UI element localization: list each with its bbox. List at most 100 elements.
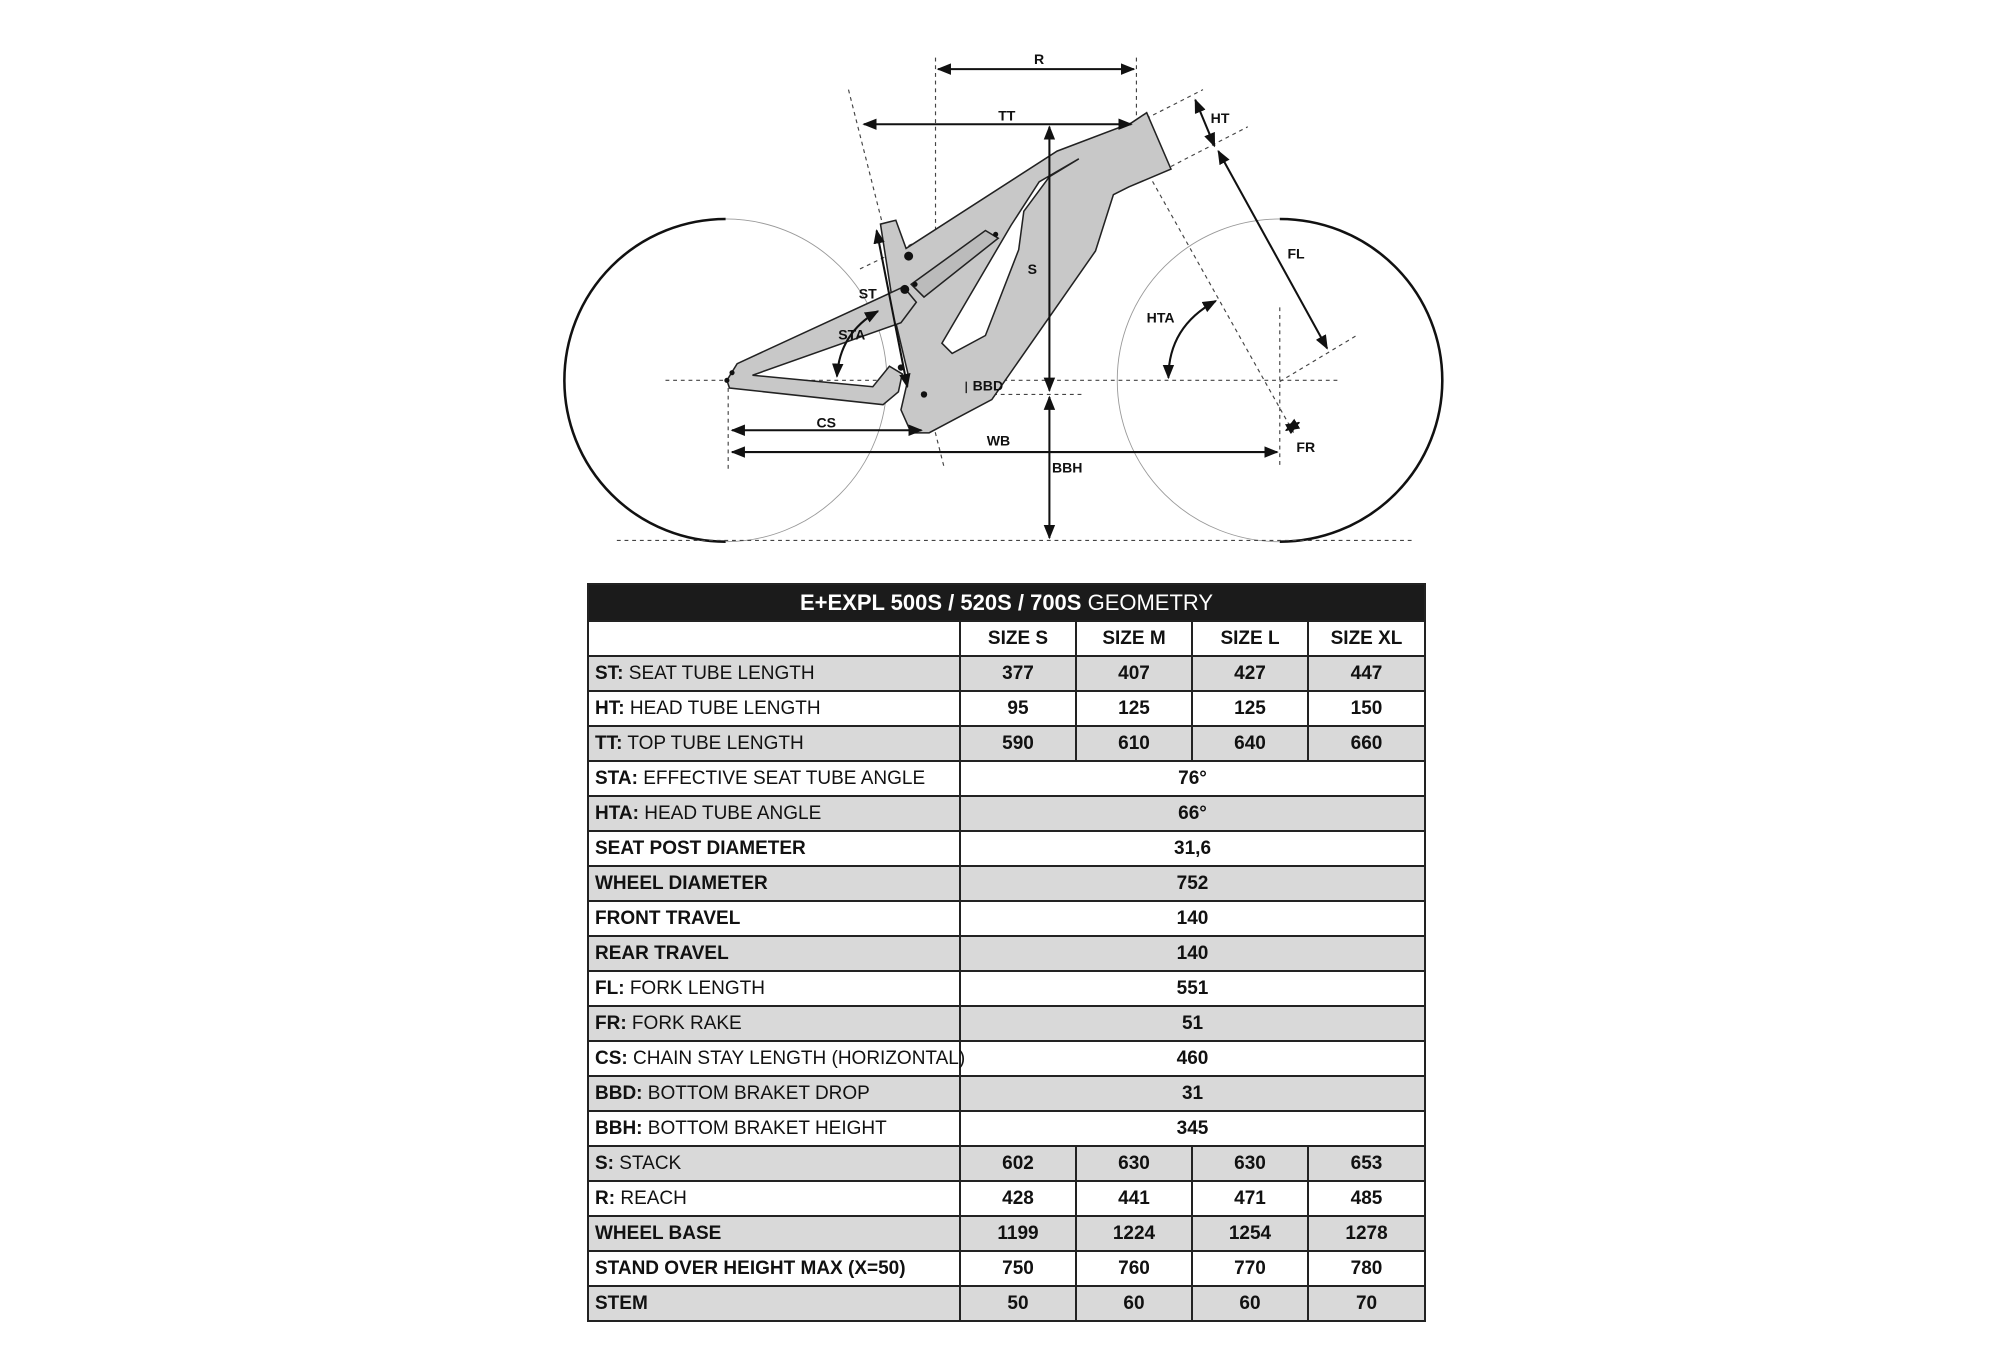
row-label-text: EFFECTIVE SEAT TUBE ANGLE — [637, 767, 926, 789]
row-code: REAR TRAVEL — [595, 942, 729, 964]
row-value: 752 — [958, 865, 1427, 902]
table-row: STA: EFFECTIVE SEAT TUBE ANGLE 76° — [587, 760, 1427, 797]
row-label: HTA: HEAD TUBE ANGLE — [587, 795, 961, 832]
row-label: SEAT POST DIAMETER — [587, 830, 961, 867]
row-code: HT: — [595, 697, 625, 719]
front-wheel — [1116, 217, 1444, 543]
row-value: 630 — [1075, 1145, 1193, 1182]
row-label: TT: TOP TUBE LENGTH — [587, 725, 961, 762]
table-row: R: REACH 428 441 471 485 — [587, 1180, 1427, 1217]
row-value: 1278 — [1306, 1215, 1427, 1252]
row-value: 551 — [958, 970, 1427, 1007]
row-code: STA: — [595, 767, 638, 789]
row-code: WHEEL DIAMETER — [595, 872, 768, 894]
row-label: FR: FORK RAKE — [587, 1005, 961, 1042]
row-value: 95 — [959, 690, 1077, 727]
label-tt: TT — [998, 107, 1016, 123]
row-label: R: REACH — [587, 1180, 961, 1217]
row-value: 60 — [1191, 1285, 1309, 1322]
table-row: FR: FORK RAKE 51 — [587, 1005, 1427, 1042]
row-value: 653 — [1306, 1145, 1427, 1182]
row-code: FR: — [595, 1012, 627, 1034]
table-row: REAR TRAVEL 140 — [587, 935, 1427, 972]
row-label-text: REACH — [615, 1187, 687, 1209]
row-value: 51 — [958, 1005, 1427, 1042]
dimension-arrows — [730, 63, 1329, 540]
table-row: FRONT TRAVEL 140 — [587, 900, 1427, 937]
row-code: FRONT TRAVEL — [595, 907, 741, 929]
row-value: 125 — [1191, 690, 1309, 727]
label-bbd: BBD — [973, 378, 1004, 394]
dimension-labels: R TT HT FL S ST STA HTA BBD CS WB BBH FR — [816, 51, 1315, 476]
row-value: 471 — [1191, 1180, 1309, 1217]
table-title: E+EXPL 500S / 520S / 700S GEOMETRY — [586, 583, 1427, 622]
label-st: ST — [859, 285, 877, 301]
row-value: 66° — [958, 795, 1427, 832]
row-value: 427 — [1191, 655, 1309, 692]
table-row: SEAT POST DIAMETER 31,6 — [587, 830, 1427, 867]
label-ht: HT — [1211, 110, 1230, 126]
row-value: 630 — [1191, 1145, 1309, 1182]
row-value: 441 — [1075, 1180, 1193, 1217]
row-value: 140 — [958, 900, 1427, 937]
row-value: 70 — [1306, 1285, 1427, 1322]
table-row: HT: HEAD TUBE LENGTH 95 125 125 150 — [587, 690, 1427, 727]
row-label: REAR TRAVEL — [587, 935, 961, 972]
bike-frame — [724, 111, 1173, 434]
row-label-text: CHAIN STAY LENGTH (HORIZONTAL) — [627, 1047, 966, 1069]
table-row: ST: SEAT TUBE LENGTH 377 407 427 447 — [587, 655, 1427, 692]
row-label: S: STACK — [587, 1145, 961, 1182]
row-label-text: BOTTOM BRAKET HEIGHT — [642, 1117, 887, 1139]
row-code: BBD: — [595, 1082, 643, 1104]
table-row: HTA: HEAD TUBE ANGLE 66° — [587, 795, 1427, 832]
row-code: HTA: — [595, 802, 639, 824]
row-code: SEAT POST DIAMETER — [595, 837, 806, 859]
table-row: S: STACK 602 630 630 653 — [587, 1145, 1427, 1182]
table-row: BBH: BOTTOM BRAKET HEIGHT 345 — [587, 1110, 1427, 1147]
row-code: R: — [595, 1187, 616, 1209]
row-value: 460 — [958, 1040, 1427, 1077]
row-label-text: STACK — [614, 1152, 682, 1174]
row-code: CS: — [595, 1047, 628, 1069]
table-row: STAND OVER HEIGHT MAX (X=50) 750 760 770 780 — [587, 1250, 1427, 1287]
label-hta: HTA — [1147, 310, 1175, 326]
row-code: STAND OVER HEIGHT MAX (X=50) — [595, 1257, 906, 1279]
row-code: ST: — [595, 662, 624, 684]
row-label: WHEEL DIAMETER — [587, 865, 961, 902]
header-size-m: SIZE M — [1075, 620, 1193, 657]
header-size-l: SIZE L — [1191, 620, 1309, 657]
table-row: FL: FORK LENGTH 551 — [587, 970, 1427, 1007]
label-fr: FR — [1296, 439, 1315, 455]
row-code: STEM — [595, 1292, 648, 1314]
row-label-text: HEAD TUBE LENGTH — [624, 697, 821, 719]
row-value: 140 — [958, 935, 1427, 972]
row-label-text: HEAD TUBE ANGLE — [638, 802, 822, 824]
title-regular: GEOMETRY — [1081, 589, 1214, 615]
row-value: 1224 — [1075, 1215, 1193, 1252]
label-cs: CS — [816, 415, 836, 431]
row-code: WHEEL BASE — [595, 1222, 722, 1244]
table-row: WHEEL BASE 1199 1224 1254 1278 — [587, 1215, 1427, 1252]
row-value: 377 — [959, 655, 1077, 692]
row-value: 150 — [1306, 690, 1427, 727]
row-label: BBD: BOTTOM BRAKET DROP — [587, 1075, 961, 1112]
row-label: BBH: BOTTOM BRAKET HEIGHT — [587, 1110, 961, 1147]
row-value: 345 — [958, 1110, 1427, 1147]
row-label-text: BOTTOM BRAKET DROP — [642, 1082, 870, 1104]
row-value: 750 — [959, 1250, 1077, 1287]
label-r: R — [1034, 51, 1044, 67]
row-value: 610 — [1075, 725, 1193, 762]
row-value: 428 — [959, 1180, 1077, 1217]
row-value: 602 — [959, 1145, 1077, 1182]
row-label: ST: SEAT TUBE LENGTH — [587, 655, 961, 692]
row-label-text: FORK RAKE — [626, 1012, 742, 1034]
label-wb: WB — [987, 433, 1010, 449]
row-value: 31,6 — [958, 830, 1427, 867]
row-value: 447 — [1306, 655, 1427, 692]
row-label: FL: FORK LENGTH — [587, 970, 961, 1007]
row-value: 485 — [1306, 1180, 1427, 1217]
row-value: 660 — [1306, 725, 1427, 762]
row-label: STEM — [587, 1285, 961, 1322]
row-code: BBH: — [595, 1117, 643, 1139]
label-s: S — [1028, 261, 1037, 277]
